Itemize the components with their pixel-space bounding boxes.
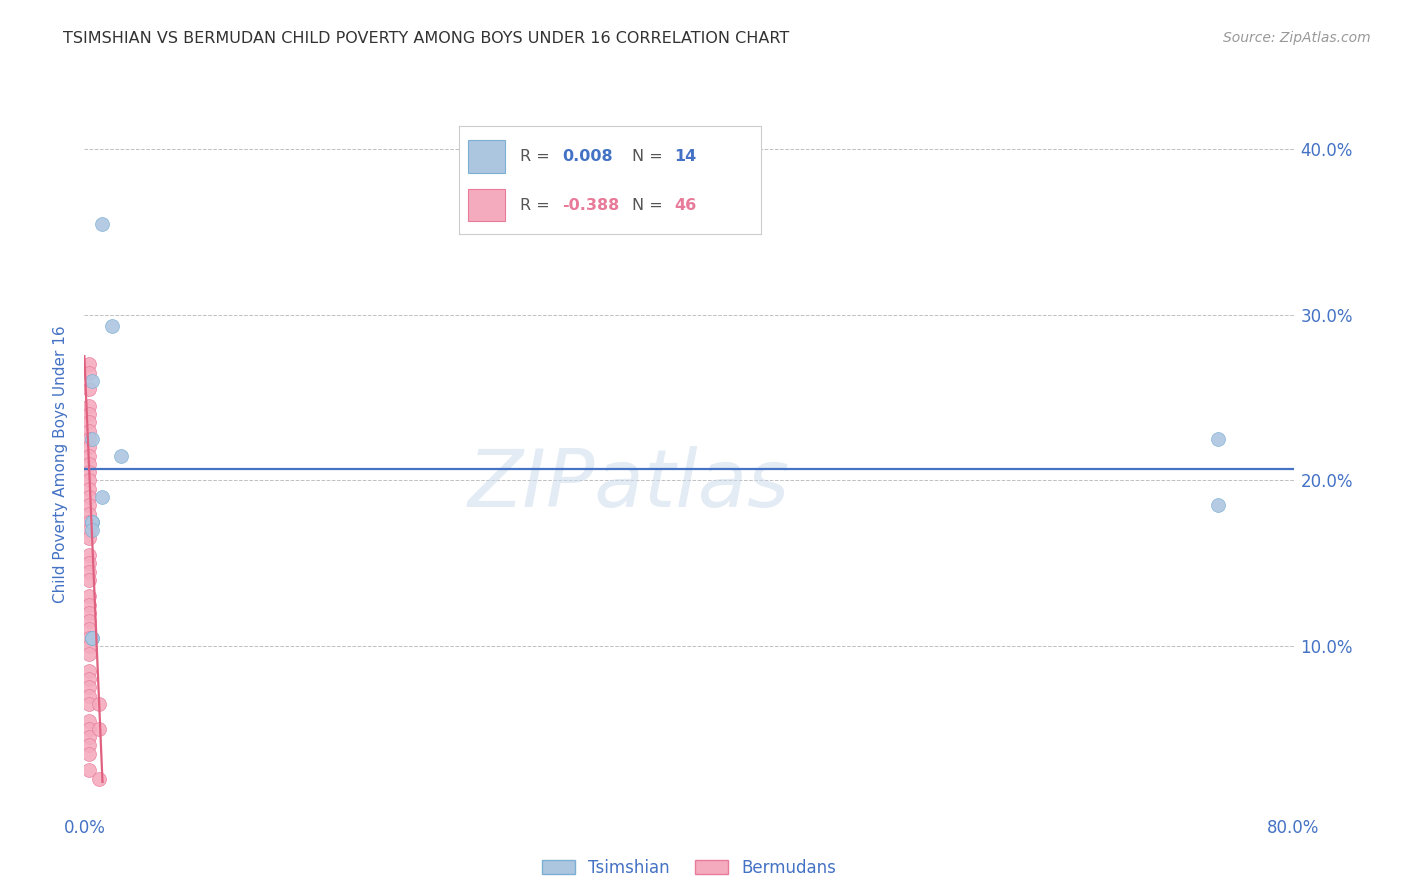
- Point: [77, 722, 100, 736]
- Point: [80, 432, 103, 446]
- Point: [77, 730, 100, 744]
- Point: [77, 764, 100, 778]
- Text: Source: ZipAtlas.com: Source: ZipAtlas.com: [1223, 31, 1371, 45]
- Point: [77, 590, 100, 604]
- Point: [77, 532, 100, 546]
- Point: [77, 739, 100, 753]
- Text: ZIPatlas: ZIPatlas: [467, 446, 790, 524]
- Point: [77, 432, 100, 446]
- Point: [77, 672, 100, 686]
- Point: [77, 689, 100, 703]
- Point: [77, 440, 100, 454]
- Legend: Tsimshian, Bermudans: Tsimshian, Bermudans: [534, 852, 844, 883]
- Point: [77, 507, 100, 521]
- Text: TSIMSHIAN VS BERMUDAN CHILD POVERTY AMONG BOYS UNDER 16 CORRELATION CHART: TSIMSHIAN VS BERMUDAN CHILD POVERTY AMON…: [63, 31, 790, 46]
- Point: [77, 681, 100, 695]
- Point: [77, 598, 100, 612]
- Point: [77, 714, 100, 728]
- Point: [77, 416, 100, 430]
- Point: [77, 424, 100, 438]
- Point: [77, 474, 100, 488]
- Point: [77, 482, 100, 496]
- Point: [77, 457, 100, 471]
- Point: [89, 722, 111, 736]
- Point: [77, 358, 100, 372]
- Point: [77, 556, 100, 570]
- Point: [77, 515, 100, 529]
- Point: [80, 631, 103, 645]
- Point: [77, 639, 100, 653]
- Point: [77, 648, 100, 662]
- Point: [77, 606, 100, 620]
- Point: [80, 515, 103, 529]
- Point: [77, 697, 100, 711]
- Point: [110, 449, 132, 463]
- Point: [80, 374, 103, 388]
- Point: [77, 631, 100, 645]
- Point: [80, 523, 103, 537]
- Point: [77, 399, 100, 413]
- Point: [77, 565, 100, 579]
- Point: [77, 664, 100, 678]
- Y-axis label: Child Poverty Among Boys Under 16: Child Poverty Among Boys Under 16: [53, 325, 69, 603]
- Point: [77, 465, 100, 479]
- Point: [77, 382, 100, 396]
- Point: [77, 498, 100, 512]
- Point: [80, 515, 103, 529]
- Point: [100, 319, 122, 334]
- Point: [91, 490, 114, 504]
- Point: [91, 217, 114, 231]
- Point: [77, 490, 100, 504]
- Point: [1206, 432, 1229, 446]
- Point: [77, 407, 100, 421]
- Point: [89, 697, 111, 711]
- Point: [77, 449, 100, 463]
- Point: [89, 772, 111, 786]
- Point: [80, 631, 103, 645]
- Point: [1206, 498, 1229, 512]
- Point: [77, 548, 100, 562]
- Point: [77, 573, 100, 587]
- Point: [80, 515, 103, 529]
- Point: [77, 614, 100, 628]
- Point: [77, 523, 100, 537]
- Point: [77, 747, 100, 761]
- Point: [77, 623, 100, 637]
- Point: [77, 366, 100, 380]
